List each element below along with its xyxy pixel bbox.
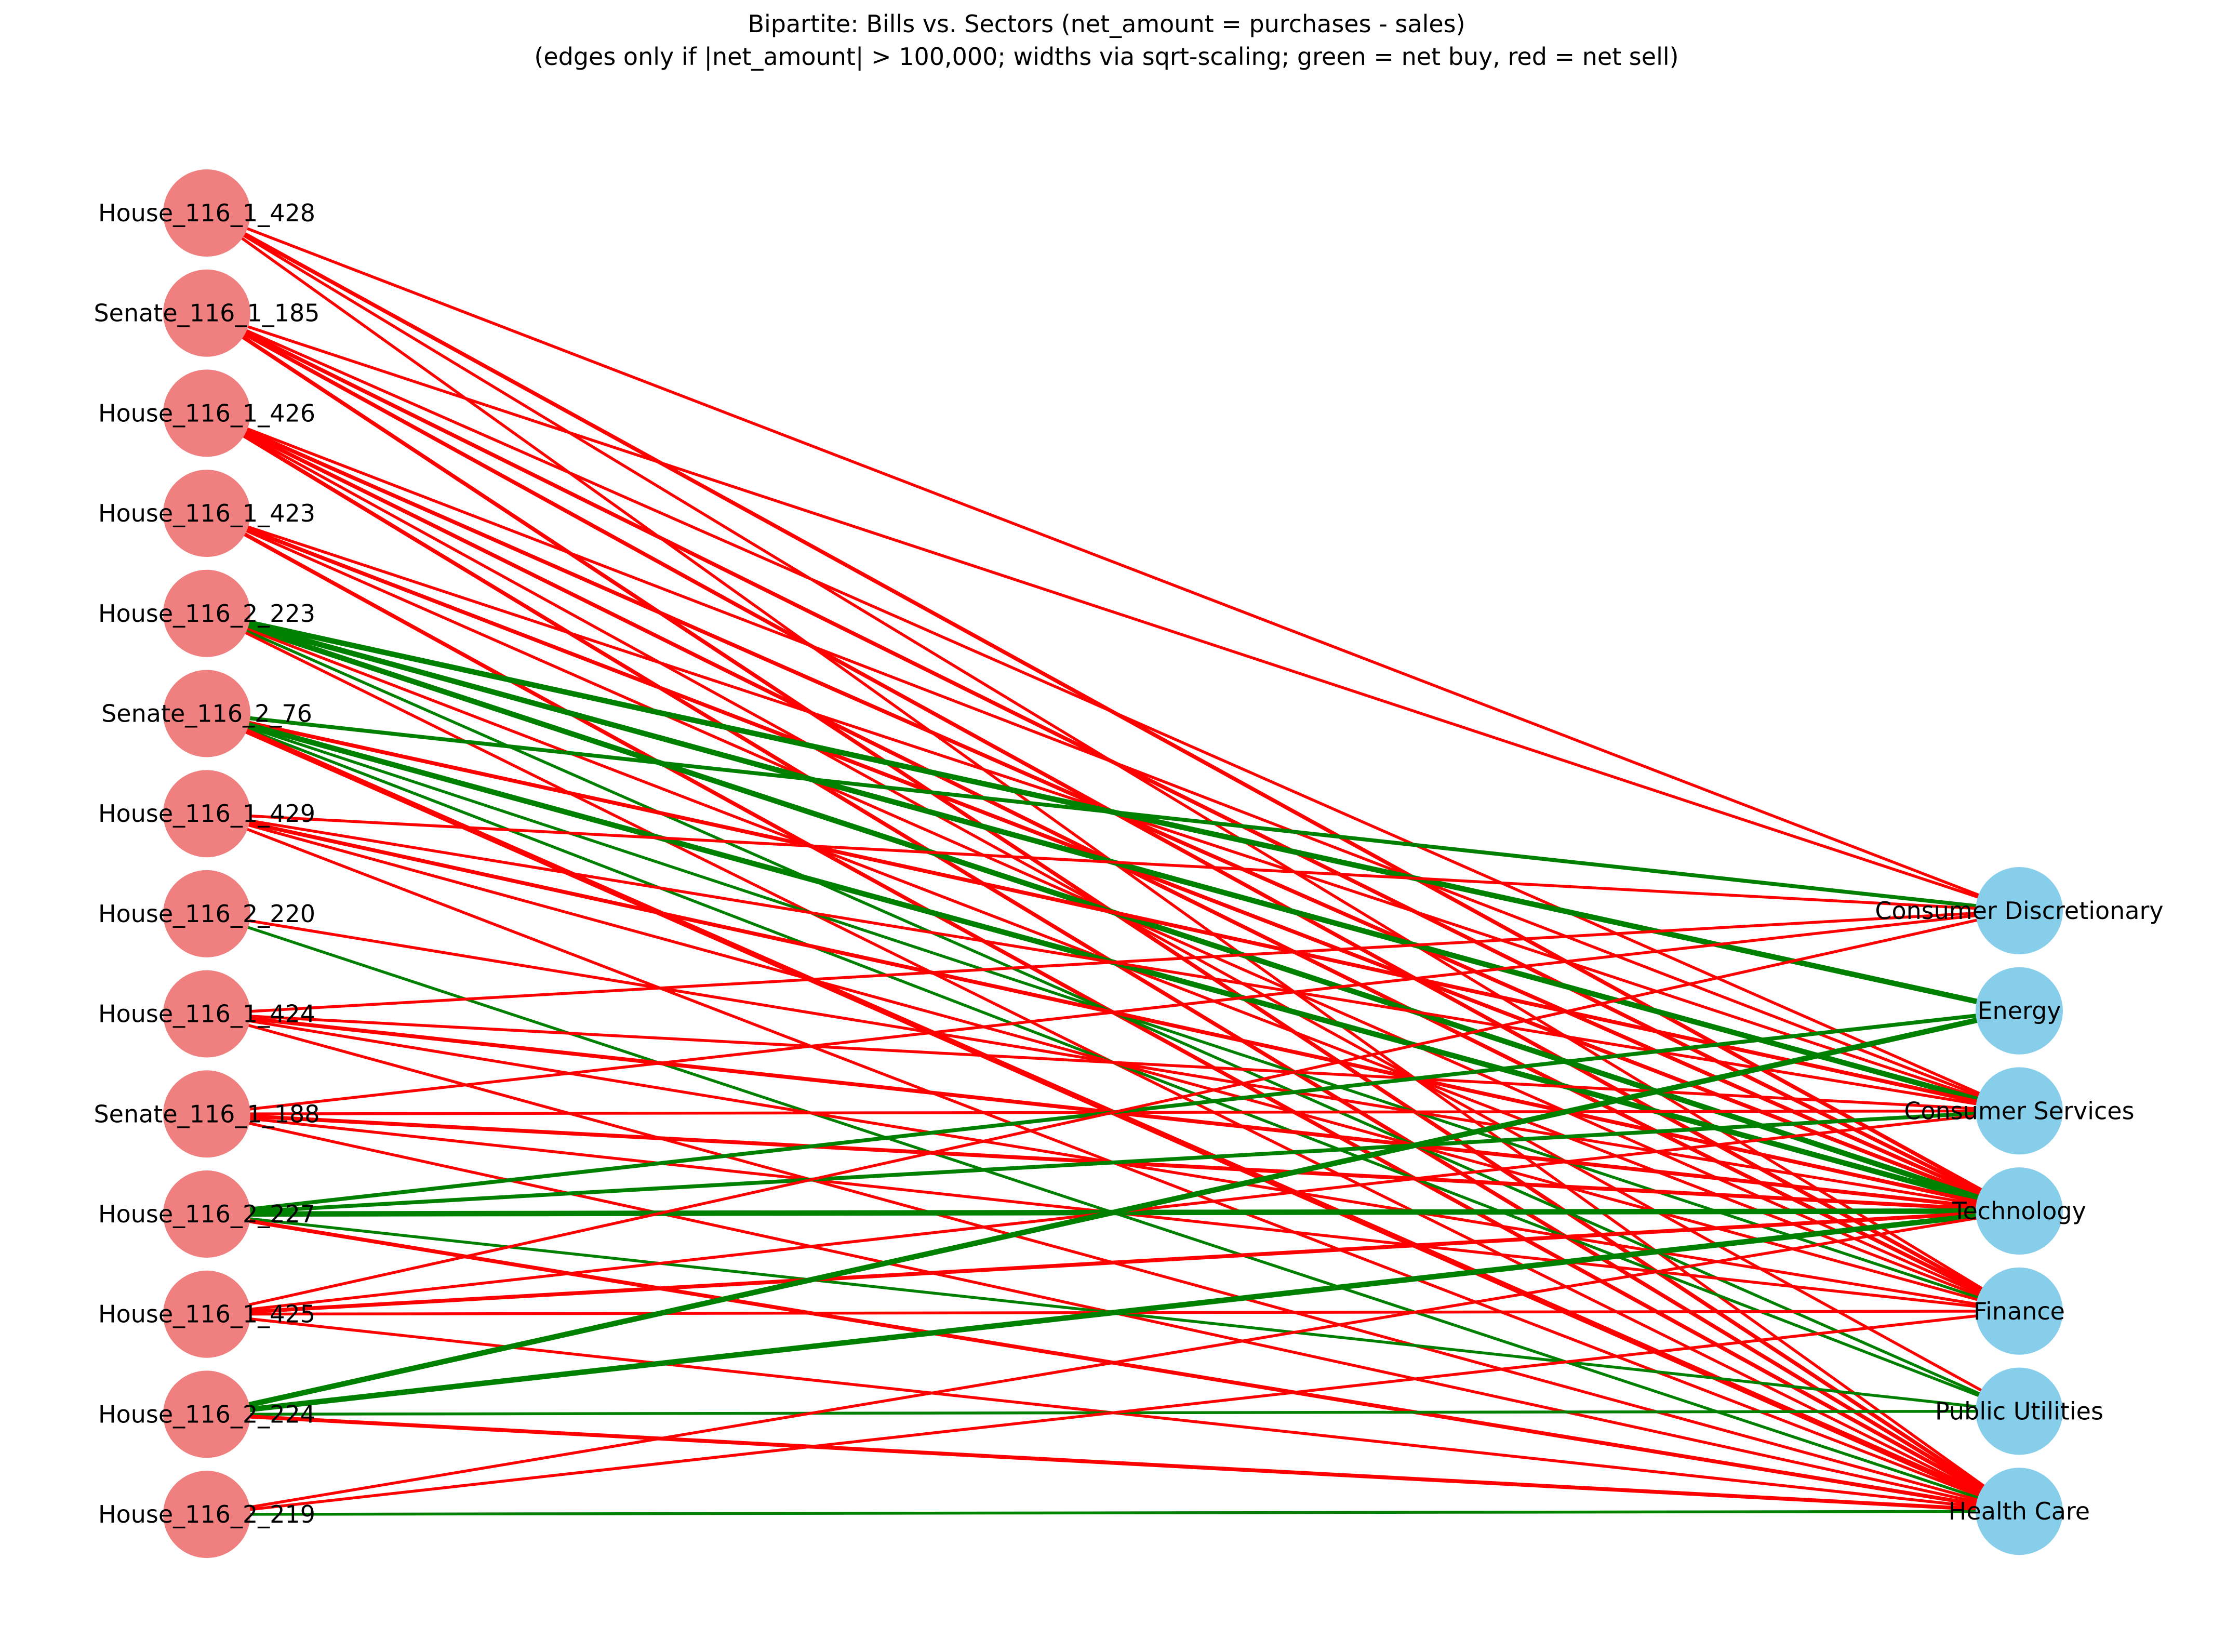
bill-node-house-116-1-426 bbox=[163, 369, 250, 457]
labels-layer: House_116_1_428 Senate_116_1_185 House_116… bbox=[94, 199, 2163, 1528]
sector-node-energy bbox=[1976, 967, 2063, 1055]
sector-node-technology bbox=[1976, 1167, 2063, 1255]
edge-house-116-1-429-to-consumer-discretionary bbox=[206, 812, 2020, 912]
edge-house-116-2-227-to-consumer-services bbox=[206, 1109, 2020, 1216]
edge-senate-116-1-185-to-consumer-services bbox=[206, 312, 2020, 1112]
edge-house-116-1-428-to-consumer-discretionary bbox=[206, 211, 2020, 912]
bill-label: House_116_1_429 bbox=[98, 800, 315, 828]
bill-node-house-116-2-223 bbox=[163, 569, 250, 657]
edge-house-116-2-219-to-finance bbox=[206, 1310, 2020, 1516]
chart-subtitle: (edges only if |net_amount| > 100,000; w… bbox=[534, 43, 1678, 71]
edge-house-116-1-425-to-technology bbox=[206, 1209, 2020, 1316]
bill-label: House_116_2_224 bbox=[98, 1400, 315, 1428]
edge-senate-116-1-185-to-consumer-discretionary bbox=[206, 312, 2020, 912]
bill-label: House_116_1_428 bbox=[98, 199, 315, 227]
sector-label: Consumer Discretionary bbox=[1875, 897, 2163, 925]
bill-label: House_116_2_219 bbox=[98, 1500, 315, 1528]
bill-node-house-116-1-423 bbox=[163, 470, 250, 557]
sector-label: Consumer Services bbox=[1904, 1097, 2134, 1125]
sector-label: Public Utilities bbox=[1935, 1397, 2103, 1425]
edge-house-116-2-224-to-technology bbox=[206, 1208, 2020, 1417]
bill-label: Senate_116_1_185 bbox=[94, 299, 319, 327]
bill-label: Senate_116_1_188 bbox=[94, 1100, 319, 1128]
edge-house-116-1-424-to-consumer-services bbox=[206, 1012, 2020, 1113]
edge-house-116-2-219-to-technology bbox=[206, 1209, 2020, 1516]
bill-node-senate-116-1-185 bbox=[163, 269, 250, 357]
edge-house-116-2-224-to-energy bbox=[206, 1008, 2020, 1417]
bill-node-senate-116-1-188 bbox=[163, 1070, 250, 1158]
edge-senate-116-2-76-to-consumer-discretionary bbox=[206, 711, 2020, 913]
sector-node-consumer-services bbox=[1976, 1067, 2063, 1155]
bill-node-house-116-1-424 bbox=[163, 970, 250, 1058]
edge-senate-116-2-76-to-consumer-services bbox=[206, 711, 2020, 1113]
bill-node-house-116-1-428 bbox=[163, 169, 250, 257]
sector-node-health-care bbox=[1976, 1468, 2063, 1555]
bill-node-senate-116-2-76 bbox=[163, 670, 250, 757]
nodes-layer bbox=[163, 169, 2063, 1558]
bill-label: House_116_1_423 bbox=[98, 499, 315, 527]
bill-label: House_116_2_223 bbox=[98, 599, 315, 628]
sector-label: Energy bbox=[1977, 997, 2061, 1025]
sector-node-public-utilities bbox=[1976, 1367, 2063, 1455]
bill-label: House_116_2_227 bbox=[98, 1200, 315, 1228]
sector-node-consumer-discretionary bbox=[1976, 867, 2063, 954]
bill-node-house-116-2-224 bbox=[163, 1370, 250, 1458]
edge-senate-116-1-188-to-consumer-discretionary bbox=[206, 909, 2020, 1116]
bill-label: House_116_2_220 bbox=[98, 900, 315, 928]
bill-node-house-116-2-220 bbox=[163, 870, 250, 957]
edge-house-116-1-425-to-consumer-discretionary bbox=[206, 909, 2020, 1316]
bill-label: House_116_1_424 bbox=[98, 1000, 315, 1028]
bill-node-house-116-1-429 bbox=[163, 770, 250, 858]
bill-node-house-116-2-227 bbox=[163, 1170, 250, 1258]
edge-house-116-2-224-to-health-care bbox=[206, 1412, 2020, 1513]
edges-layer bbox=[205, 211, 2021, 1516]
bill-node-house-116-1-425 bbox=[163, 1270, 250, 1358]
chart-title: Bipartite: Bills vs. Sectors (net_amount… bbox=[748, 10, 1465, 38]
bill-label: House_116_1_426 bbox=[98, 399, 315, 427]
bill-label: House_116_1_425 bbox=[98, 1300, 315, 1328]
bill-label: Senate_116_2_76 bbox=[101, 700, 312, 728]
bill-node-house-116-2-219 bbox=[163, 1471, 250, 1558]
edge-house-116-2-219-to-health-care bbox=[206, 1510, 2020, 1516]
sector-label: Technology bbox=[1952, 1197, 2086, 1225]
edge-house-116-1-424-to-consumer-discretionary bbox=[206, 909, 2020, 1016]
sector-node-finance bbox=[1976, 1267, 2063, 1355]
sector-label: Health Care bbox=[1949, 1497, 2090, 1525]
edge-house-116-1-426-to-consumer-services bbox=[206, 411, 2020, 1112]
sector-label: Finance bbox=[1974, 1297, 2065, 1325]
